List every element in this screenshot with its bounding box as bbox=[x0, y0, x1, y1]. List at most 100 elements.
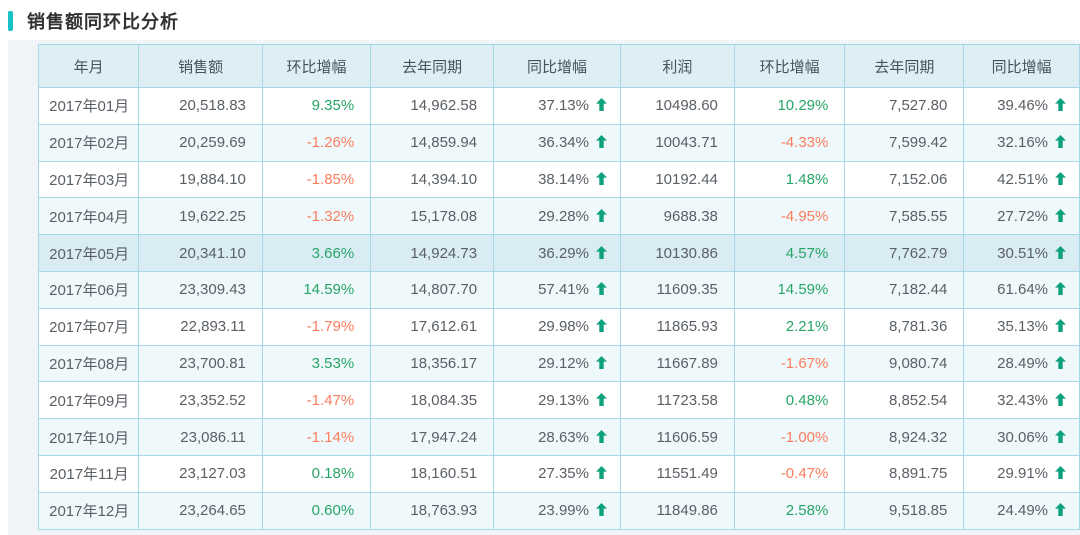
cell-month: 2017年12月 bbox=[37, 491, 140, 530]
column-header-profit_yoy[interactable]: 同比增幅 bbox=[963, 44, 1080, 88]
section-header: 销售额同环比分析 bbox=[8, 8, 179, 34]
cell-profit: 10043.71 bbox=[619, 123, 735, 162]
up-arrow-icon bbox=[1055, 135, 1066, 149]
cell-profit_mom: -4.33% bbox=[733, 123, 846, 162]
yoy-value: 29.98% bbox=[538, 318, 589, 336]
cell-sales_yoy: 27.35% bbox=[493, 454, 621, 493]
cell-profit_mom: -1.00% bbox=[733, 418, 846, 456]
cell-profit_yoy: 32.16% bbox=[963, 123, 1080, 162]
cell-sales_yoy: 23.99% bbox=[493, 491, 621, 530]
cell-sales: 23,127.03 bbox=[138, 454, 263, 493]
yoy-value: 27.72% bbox=[997, 207, 1048, 225]
cell-sales_mom: 0.18% bbox=[261, 454, 372, 493]
table-row[interactable]: 2017年06月 23,309.43 14.59% 14,807.70 57.41% 11… bbox=[37, 270, 1080, 309]
cell-sales_ly: 18,160.51 bbox=[370, 454, 495, 493]
cell-month: 2017年10月 bbox=[37, 418, 140, 456]
cell-profit: 10130.86 bbox=[619, 234, 735, 272]
cell-profit_mom: 10.29% bbox=[733, 87, 846, 125]
page-title: 销售额同环比分析 bbox=[27, 12, 179, 32]
cell-sales_yoy: 29.13% bbox=[493, 381, 621, 420]
cell-profit_yoy: 27.72% bbox=[963, 197, 1080, 236]
up-arrow-icon bbox=[595, 208, 607, 222]
cell-profit: 11865.93 bbox=[619, 307, 735, 346]
cell-profit_ly: 7,762.79 bbox=[844, 234, 965, 272]
cell-sales_yoy: 29.28% bbox=[493, 197, 621, 236]
yoy-value: 29.91% bbox=[997, 465, 1048, 483]
up-arrow-icon bbox=[1055, 429, 1066, 443]
cell-sales_mom: -1.85% bbox=[261, 160, 372, 199]
table-row[interactable]: 2017年01月 20,518.83 9.35% 14,962.58 37.13% 104… bbox=[37, 87, 1080, 125]
cell-profit_mom: 0.48% bbox=[733, 381, 846, 420]
up-arrow-icon bbox=[595, 392, 607, 406]
table-row[interactable]: 2017年12月 23,264.65 0.60% 18,763.93 23.99% 118… bbox=[37, 491, 1080, 530]
cell-sales_mom: -1.79% bbox=[261, 307, 372, 346]
up-arrow-icon bbox=[1055, 319, 1066, 333]
cell-sales_yoy: 28.63% bbox=[493, 418, 621, 456]
up-arrow-icon bbox=[1055, 98, 1066, 112]
yoy-value: 35.13% bbox=[997, 318, 1048, 336]
table-body: 2017年01月 20,518.83 9.35% 14,962.58 37.13% 104… bbox=[37, 87, 1080, 530]
cell-profit_ly: 7,527.80 bbox=[844, 87, 965, 125]
cell-sales: 19,622.25 bbox=[138, 197, 263, 236]
cell-profit_mom: -1.67% bbox=[733, 344, 846, 383]
cell-sales: 20,341.10 bbox=[138, 234, 263, 272]
yoy-value: 32.43% bbox=[997, 391, 1048, 409]
table-row[interactable]: 2017年02月 20,259.69 -1.26% 14,859.94 36.34% 10… bbox=[37, 123, 1080, 162]
column-header-sales[interactable]: 销售额 bbox=[138, 44, 263, 88]
cell-month: 2017年07月 bbox=[37, 307, 140, 346]
cell-profit_ly: 7,585.55 bbox=[844, 197, 965, 236]
cell-profit_yoy: 32.43% bbox=[963, 381, 1080, 420]
up-arrow-icon bbox=[595, 98, 607, 112]
cell-sales_mom: 9.35% bbox=[261, 87, 372, 125]
column-header-profit_ly[interactable]: 去年同期 bbox=[844, 44, 965, 88]
up-arrow-icon bbox=[1055, 466, 1066, 480]
cell-profit_yoy: 61.64% bbox=[963, 270, 1080, 309]
table-row[interactable]: 2017年05月 20,341.10 3.66% 14,924.73 36.29% 101… bbox=[37, 234, 1080, 272]
yoy-value: 32.16% bbox=[997, 134, 1048, 152]
table-panel: 年月 销售额 环比增幅 去年同期 同比增幅 利润 环比增幅 去年同期 同比增幅 2017年01月… bbox=[8, 40, 1080, 535]
table-row[interactable]: 2017年03月 19,884.10 -1.85% 14,394.10 38.14% 10… bbox=[37, 160, 1080, 199]
table-row[interactable]: 2017年08月 23,700.81 3.53% 18,356.17 29.12% 116… bbox=[37, 344, 1080, 383]
cell-sales_yoy: 36.34% bbox=[493, 123, 621, 162]
cell-sales_ly: 14,807.70 bbox=[370, 270, 495, 309]
up-arrow-icon bbox=[595, 466, 607, 480]
cell-profit_ly: 8,852.54 bbox=[844, 381, 965, 420]
column-header-sales_mom[interactable]: 环比增幅 bbox=[261, 44, 372, 88]
yoy-value: 42.51% bbox=[997, 170, 1048, 188]
cell-profit_ly: 8,781.36 bbox=[844, 307, 965, 346]
cell-sales_ly: 15,178.08 bbox=[370, 197, 495, 236]
column-header-profit[interactable]: 利润 bbox=[619, 44, 735, 88]
up-arrow-icon bbox=[595, 282, 607, 296]
cell-sales_mom: 3.53% bbox=[261, 344, 372, 383]
table-row[interactable]: 2017年07月 22,893.11 -1.79% 17,612.61 29.98% 11… bbox=[37, 307, 1080, 346]
up-arrow-icon bbox=[1055, 245, 1066, 259]
up-arrow-icon bbox=[1055, 282, 1066, 296]
cell-profit_yoy: 30.06% bbox=[963, 418, 1080, 456]
cell-profit_yoy: 30.51% bbox=[963, 234, 1080, 272]
table-row[interactable]: 2017年10月 23,086.11 -1.14% 17,947.24 28.63% 11… bbox=[37, 418, 1080, 456]
cell-sales: 23,309.43 bbox=[138, 270, 263, 309]
up-arrow-icon bbox=[595, 355, 607, 369]
column-header-sales_ly[interactable]: 去年同期 bbox=[370, 44, 495, 88]
cell-sales_yoy: 57.41% bbox=[493, 270, 621, 309]
table-row[interactable]: 2017年09月 23,352.52 -1.47% 18,084.35 29.13% 11… bbox=[37, 381, 1080, 420]
cell-profit_mom: 1.48% bbox=[733, 160, 846, 199]
yoy-value: 39.46% bbox=[997, 97, 1048, 115]
column-header-month[interactable]: 年月 bbox=[37, 44, 140, 88]
cell-profit_ly: 8,891.75 bbox=[844, 454, 965, 493]
table-row[interactable]: 2017年04月 19,622.25 -1.32% 15,178.08 29.28% 96… bbox=[37, 197, 1080, 236]
table-header-row: 年月 销售额 环比增幅 去年同期 同比增幅 利润 环比增幅 去年同期 同比增幅 bbox=[37, 44, 1080, 88]
column-header-profit_mom[interactable]: 环比增幅 bbox=[733, 44, 846, 88]
up-arrow-icon bbox=[1055, 392, 1066, 406]
cell-sales_ly: 14,859.94 bbox=[370, 123, 495, 162]
cell-profit_ly: 9,518.85 bbox=[844, 491, 965, 530]
cell-month: 2017年11月 bbox=[37, 454, 140, 493]
up-arrow-icon bbox=[595, 503, 607, 517]
cell-sales: 23,700.81 bbox=[138, 344, 263, 383]
cell-sales: 23,086.11 bbox=[138, 418, 263, 456]
cell-profit_ly: 7,182.44 bbox=[844, 270, 965, 309]
column-header-sales_yoy[interactable]: 同比增幅 bbox=[493, 44, 621, 88]
cell-sales_mom: 0.60% bbox=[261, 491, 372, 530]
up-arrow-icon bbox=[595, 319, 607, 333]
table-row[interactable]: 2017年11月 23,127.03 0.18% 18,160.51 27.35% 115… bbox=[37, 454, 1080, 493]
